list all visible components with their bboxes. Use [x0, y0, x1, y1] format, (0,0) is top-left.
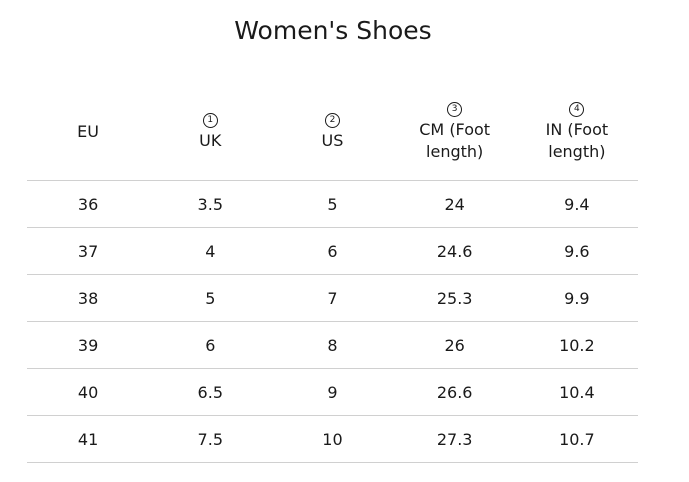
table-cell: 26 — [393, 321, 516, 369]
table-row: 40 6.5 9 26.6 10.4 — [27, 368, 638, 416]
header-content: 4 IN (Foot length) — [524, 101, 630, 163]
column-marker: 2 — [324, 112, 340, 128]
table-cell: 9 — [271, 368, 394, 416]
title: Women's Shoes — [234, 16, 432, 45]
table-cell: 24.6 — [393, 227, 516, 275]
header-cell: 1 UK — [149, 84, 272, 181]
column-marker: 4 — [569, 101, 585, 117]
table-cell: 7 — [271, 274, 394, 322]
table-cell: 25.3 — [393, 274, 516, 322]
table-cell: 8 — [271, 321, 394, 369]
header-content: 3 CM (Foot length) — [402, 101, 508, 163]
header-label: US — [321, 130, 344, 150]
table-cell: 7.5 — [149, 415, 272, 463]
table-cell: 5 — [271, 180, 394, 228]
table-cell: 10.2 — [515, 321, 638, 369]
table-cell: 4 — [149, 227, 272, 275]
header-content: 1 UK — [157, 112, 263, 152]
header-content: EU — [35, 121, 141, 143]
header-label: CM (Foot length) — [419, 119, 491, 161]
table-body: 36 3.5 5 24 9.4 37 4 6 24.6 9.6 38 5 7 25.3 9.9 39 6 8 26 1… — [27, 180, 638, 463]
table-cell: 6 — [271, 227, 394, 275]
header-label: IN (Foot length) — [545, 119, 609, 161]
table-cell: 39 — [27, 321, 150, 369]
table-cell: 27.3 — [393, 415, 516, 463]
table-cell: 24 — [393, 180, 516, 228]
table-row: 37 4 6 24.6 9.6 — [27, 227, 638, 275]
header-cell: 4 IN (Foot length) — [515, 84, 638, 181]
column-marker: 3 — [447, 101, 463, 117]
table-cell: 6.5 — [149, 368, 272, 416]
table-cell: 9.9 — [515, 274, 638, 322]
table-cell: 38 — [27, 274, 150, 322]
column-marker: 1 — [202, 112, 218, 128]
table-cell: 10.4 — [515, 368, 638, 416]
table-cell: 40 — [27, 368, 150, 416]
table-cell: 36 — [27, 180, 150, 228]
table-cell: 26.6 — [393, 368, 516, 416]
table-cell: 10.7 — [515, 415, 638, 463]
table-cell: 6 — [149, 321, 272, 369]
size-table: EU 1 UK 2 US 3 CM (Foot length) 4 IN (Foot lengt… — [27, 84, 638, 463]
table-head: EU 1 UK 2 US 3 CM (Foot length) 4 IN (Foot lengt… — [27, 84, 638, 181]
table-cell: 5 — [149, 274, 272, 322]
header-label: UK — [199, 130, 222, 150]
table-row: 38 5 7 25.3 9.9 — [27, 274, 638, 322]
table-cell: 9.4 — [515, 180, 638, 228]
table-row: 39 6 8 26 10.2 — [27, 321, 638, 369]
header-cell: 2 US — [271, 84, 394, 181]
table-cell: 37 — [27, 227, 150, 275]
table-cell: 9.6 — [515, 227, 638, 275]
header-row: EU 1 UK 2 US 3 CM (Foot length) 4 IN (Foot lengt… — [27, 84, 638, 181]
table-row: 36 3.5 5 24 9.4 — [27, 180, 638, 228]
header-content: 2 US — [279, 112, 385, 152]
table-row: 41 7.5 10 27.3 10.7 — [27, 415, 638, 463]
table-cell: 3.5 — [149, 180, 272, 228]
header-cell: EU — [27, 84, 150, 181]
header-cell: 3 CM (Foot length) — [393, 84, 516, 181]
header-label: EU — [77, 122, 99, 141]
table-cell: 10 — [271, 415, 394, 463]
table-cell: 41 — [27, 415, 150, 463]
